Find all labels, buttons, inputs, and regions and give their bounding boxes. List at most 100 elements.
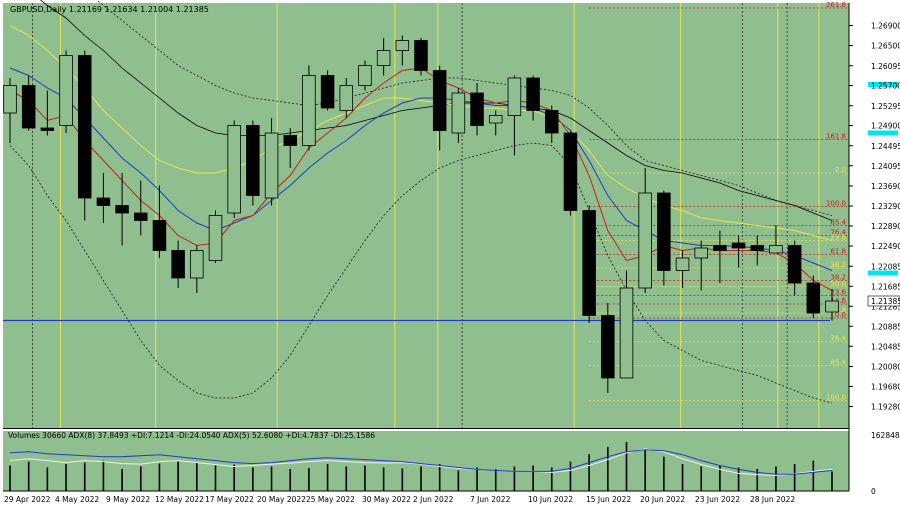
candle-body <box>694 247 708 259</box>
date-tick-label: 29 Apr 2022 <box>4 495 51 504</box>
date-tick-label: 25 May 2022 <box>306 495 355 504</box>
bollinger-lower-line <box>9 142 833 404</box>
ma-yellow-line <box>9 25 833 241</box>
candle-body <box>582 210 596 316</box>
price-tick-label: 1.20885 <box>871 322 900 331</box>
candle-body <box>675 257 690 271</box>
candle-body <box>507 77 522 116</box>
candle-body <box>545 110 559 134</box>
price-axis: 1.26900 1.26500 1.26095 1.25700 1.25295 1.249… <box>848 3 900 491</box>
candle-body <box>526 77 540 111</box>
candle-body <box>358 65 372 86</box>
price-tick-label: 1.23290 <box>871 202 900 211</box>
fib-level-label: 100.0 <box>826 394 846 402</box>
price-tick-label: 1.24495 <box>871 142 900 151</box>
candle-body <box>246 125 260 196</box>
candle-body <box>787 245 802 284</box>
candle-body <box>638 192 652 289</box>
date-tick-label: 28 Jun 2022 <box>750 495 795 504</box>
date-tick-label: 7 Jun 2022 <box>470 495 511 504</box>
date-tick-label: 17 May 2022 <box>205 495 254 504</box>
candle-body <box>283 135 297 146</box>
price-tick-label: 1.19680 <box>871 383 900 392</box>
candle-body <box>96 197 111 206</box>
indicator-scale-top: 162848 <box>871 431 900 440</box>
fib-level-label: 85.4 <box>830 359 846 367</box>
price-tick-label: 1.22490 <box>871 242 900 251</box>
fib-level-label: 261.8 <box>826 1 846 9</box>
candle-body <box>134 212 148 221</box>
candle-body <box>657 192 671 271</box>
price-tick-label: 1.26900 <box>871 22 900 31</box>
price-tick-label: 1.26500 <box>871 42 900 51</box>
symbol-caption: GBPUSD,Daily 1.21169 1.21634 1.21004 1.2… <box>10 5 209 14</box>
fib-level-label: 0.0 <box>835 166 846 174</box>
current-price-box <box>867 295 900 307</box>
fib-level-label: 100.0 <box>826 200 846 208</box>
price-tick-label: 1.23690 <box>871 182 900 191</box>
candle-body <box>115 205 129 214</box>
date-tick-label: 9 May 2022 <box>106 495 150 504</box>
candle-body <box>488 115 503 124</box>
current-price-label: 1.21385 <box>871 297 900 306</box>
fib-level-label: 50.0 <box>830 280 846 288</box>
candle-body <box>395 40 410 51</box>
price-tick-label: 1.24900 <box>871 122 900 131</box>
candles <box>3 35 839 393</box>
candle-body <box>152 220 167 251</box>
fib-level-label: 85.4 <box>830 219 846 227</box>
date-tick-label: 4 May 2022 <box>55 495 99 504</box>
candle-body <box>264 132 279 199</box>
candle-body <box>563 132 578 211</box>
candle-body <box>190 250 204 279</box>
fib-level-label: 23.6 <box>830 234 846 242</box>
candle-body <box>825 300 839 313</box>
fib-level-label: 161.8 <box>826 133 846 141</box>
candle-body <box>806 282 821 314</box>
candle-body <box>619 287 634 379</box>
date-tick-label: 20 Jun 2022 <box>640 495 685 504</box>
date-tick-label: 30 May 2022 <box>362 495 411 504</box>
price-tick-label: 1.25700 <box>871 82 900 91</box>
price-tick-label: 1.25295 <box>871 102 900 111</box>
date-axis: 29 Apr 2022 4 May 2022 9 May 2022 12 May 20… <box>3 428 849 504</box>
price-tick-label: 1.21685 <box>871 282 900 291</box>
cyan-level-marker <box>868 82 898 87</box>
bollinger-bands <box>9 0 833 404</box>
cyan-level-marker <box>868 270 898 276</box>
candle-body <box>750 245 765 251</box>
date-tick-label: 2 Jun 2022 <box>413 495 454 504</box>
indicator-series <box>9 442 833 491</box>
candle-body <box>713 245 727 251</box>
candle-body <box>769 245 783 254</box>
price-tick-label: 1.22085 <box>871 262 900 271</box>
candle-body <box>320 75 335 109</box>
bollinger-upper-line <box>95 0 833 216</box>
price-tick-label: 1.22890 <box>871 222 900 231</box>
candle-body <box>451 92 466 134</box>
fib-level-label: 61.8 <box>830 248 846 256</box>
price-tick-label: 1.26095 <box>871 62 900 71</box>
fib-level-label: 76.4 <box>830 229 846 237</box>
ma-blue-line <box>9 67 833 271</box>
candle-body <box>227 125 241 214</box>
candle-body <box>40 127 55 131</box>
price-tick-label: 1.20080 <box>871 363 900 372</box>
indicator-scale-bottom: 0 <box>871 487 876 496</box>
indicator-plot-area <box>3 431 849 491</box>
candle-body <box>21 85 36 129</box>
candle-body <box>601 315 615 379</box>
candle-body <box>77 55 92 199</box>
candle-body <box>208 215 223 261</box>
date-tick-label: 12 May 2022 <box>155 495 204 504</box>
date-tick-label: 10 Jun 2022 <box>528 495 573 504</box>
candle-body <box>731 242 746 249</box>
candle-body <box>3 85 17 114</box>
fib-level-label: 38.2 <box>830 274 846 282</box>
date-tick-label: 20 May 2022 <box>257 495 306 504</box>
date-tick-label: 23 Jun 2022 <box>695 495 740 504</box>
candle-body <box>414 40 428 71</box>
candle-body <box>470 92 484 126</box>
candle-body <box>302 75 316 146</box>
